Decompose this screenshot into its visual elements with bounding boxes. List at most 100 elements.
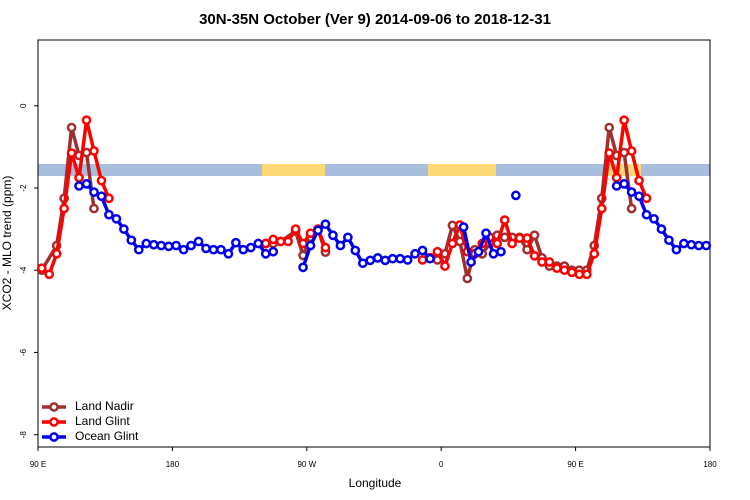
- y-tick-label: 0: [19, 103, 28, 108]
- data-point: [626, 187, 637, 197]
- x-tick-label: 90 E: [567, 460, 583, 469]
- data-point: [693, 240, 704, 251]
- data-point: [260, 238, 271, 249]
- data-point: [89, 146, 99, 156]
- y-tick-label: -2: [19, 184, 28, 192]
- data-point: [611, 172, 622, 183]
- data-point: [492, 238, 503, 249]
- y-tick-label: -8: [19, 431, 28, 439]
- data-point: [119, 224, 129, 234]
- data-point: [417, 245, 428, 256]
- data-point: [59, 203, 69, 214]
- data-point: [462, 273, 473, 284]
- data-point: [529, 250, 540, 261]
- data-point: [133, 244, 144, 255]
- data-point: [514, 233, 525, 244]
- data-point: [74, 181, 84, 191]
- data-point: [604, 148, 615, 158]
- data-point: [611, 181, 622, 191]
- x-tick-label: 90 W: [297, 460, 316, 469]
- data-point: [141, 238, 152, 249]
- x-axis-label: Longitude: [349, 476, 402, 490]
- data-point: [365, 255, 376, 266]
- data-point: [596, 203, 607, 214]
- data-point: [559, 265, 570, 276]
- data-point: [66, 122, 77, 133]
- data-point: [89, 187, 99, 197]
- data-point: [473, 246, 484, 257]
- data-point: [283, 236, 293, 247]
- data-point: [96, 191, 107, 202]
- data-point: [186, 240, 196, 251]
- data-point: [305, 240, 316, 251]
- data-point: [320, 219, 331, 230]
- data-point: [634, 175, 644, 186]
- data-point: [216, 244, 226, 255]
- data-point: [656, 224, 667, 234]
- data-point: [231, 237, 241, 248]
- data-point: [223, 248, 234, 259]
- legend-marker: [49, 417, 59, 427]
- data-point: [260, 248, 271, 259]
- data-point: [458, 222, 469, 232]
- data-point: [201, 243, 211, 254]
- data-point: [481, 228, 491, 239]
- data-point: [679, 238, 689, 249]
- data-point: [511, 190, 521, 201]
- data-point: [66, 148, 77, 158]
- legend-label: Ocean Glint: [75, 429, 139, 443]
- data-point: [410, 248, 420, 259]
- x-tick-label: 180: [703, 460, 717, 469]
- data-point: [604, 122, 615, 133]
- data-point: [488, 248, 499, 259]
- data-point: [567, 267, 577, 278]
- data-point: [253, 238, 264, 249]
- data-point: [574, 269, 585, 280]
- data-point: [522, 233, 532, 244]
- data-point: [245, 242, 256, 253]
- data-point: [499, 232, 510, 243]
- data-point: [343, 232, 353, 243]
- data-point: [402, 255, 413, 265]
- data-point: [529, 230, 540, 241]
- data-point: [619, 179, 629, 189]
- data-point: [701, 240, 712, 251]
- chart-title: 30N-35N October (Ver 9) 2014-09-06 to 20…: [199, 11, 551, 28]
- data-point: [44, 269, 55, 280]
- legend-label: Land Nadir: [75, 399, 134, 413]
- data-point: [126, 235, 137, 246]
- data-point: [440, 261, 450, 271]
- data-point: [208, 244, 219, 255]
- y-tick-label: -4: [19, 266, 28, 274]
- data-point: [447, 238, 458, 249]
- data-point: [51, 248, 62, 259]
- data-point: [686, 239, 697, 250]
- data-point: [275, 236, 286, 247]
- data-point: [305, 228, 316, 239]
- x-tick-label: 90 E: [30, 460, 46, 469]
- data-point: [313, 225, 323, 236]
- data-point: [626, 203, 637, 214]
- data-point: [499, 215, 510, 225]
- data-point: [268, 234, 279, 245]
- data-point: [417, 255, 428, 265]
- data-point: [372, 253, 383, 263]
- data-point: [290, 224, 301, 234]
- x-tick-label: 180: [166, 460, 180, 469]
- data-point: [96, 175, 107, 186]
- data-point: [395, 253, 405, 264]
- data-point: [298, 262, 308, 273]
- y-axis-label: XCO2 - MLO trend (ppm): [0, 176, 14, 311]
- data-point: [104, 209, 114, 220]
- data-point: [425, 253, 435, 264]
- data-point: [581, 269, 592, 280]
- data-point: [589, 248, 600, 259]
- y-tick-label: -6: [19, 348, 28, 356]
- data-point: [641, 209, 652, 220]
- data-point: [178, 244, 189, 255]
- data-point: [507, 238, 517, 249]
- data-point: [432, 246, 443, 257]
- series-line: [40, 118, 111, 277]
- data-point: [544, 257, 555, 267]
